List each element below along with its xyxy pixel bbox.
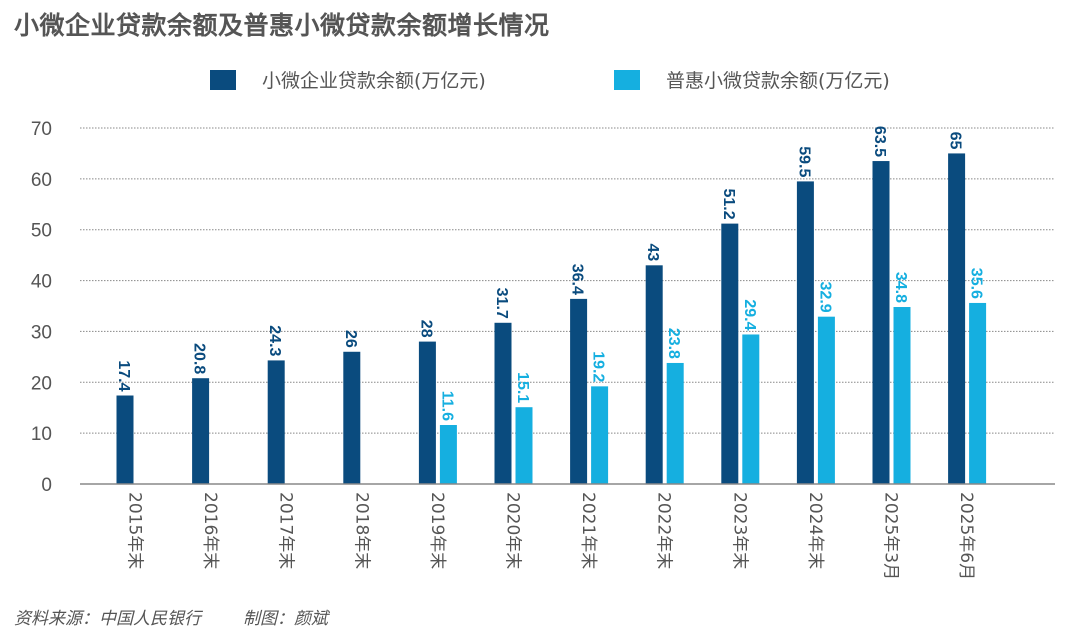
- bar-series1: [192, 378, 210, 484]
- author-note: 制图：颜斌: [243, 609, 328, 629]
- data-label: 34.8: [892, 272, 909, 303]
- y-tick-label: 70: [31, 119, 52, 140]
- legend-item-series2: 普惠小微贷款余额(万亿元): [614, 66, 890, 93]
- y-axis: 0 10 20 30 40 50 60 70: [31, 119, 52, 496]
- x-tick-label: 2015年末: [125, 492, 145, 569]
- data-label: 59.5: [795, 146, 812, 177]
- bar-series1: [343, 351, 361, 484]
- data-label: 51.2: [720, 188, 737, 219]
- data-label: 28: [417, 320, 434, 338]
- chart-title: 小微企业贷款余额及普惠小微贷款余额增长情况: [14, 11, 550, 40]
- data-label: 35.6: [968, 268, 985, 299]
- bar-series2: [742, 334, 760, 484]
- data-label: 11.6: [438, 391, 455, 421]
- bar-series1: [267, 360, 285, 484]
- x-tick-label: 2022年末: [654, 492, 674, 569]
- bar-series2: [666, 362, 684, 484]
- data-label: 17.4: [115, 360, 132, 391]
- bar-series1: [872, 161, 890, 485]
- bar-series2: [515, 407, 533, 484]
- data-label: 65: [947, 132, 964, 150]
- x-tick-label: 2017年末: [276, 492, 296, 569]
- x-axis: 2015年末 2016年末 2017年末 2018年末 2019年末 2020年末 2021…: [80, 483, 1055, 580]
- y-tick-label: 10: [31, 424, 52, 445]
- data-label: 19.2: [590, 351, 607, 382]
- data-label: 32.9: [816, 282, 833, 313]
- x-tick-label: 2025年6月: [956, 492, 976, 580]
- x-tick-label: 2024年末: [805, 492, 825, 569]
- data-label: 15.1: [514, 372, 531, 403]
- x-tick-label: 2020年末: [503, 492, 523, 569]
- bar-series1: [721, 223, 739, 484]
- gridlines: [80, 127, 1055, 434]
- data-label: 36.4: [569, 264, 586, 295]
- legend-swatch-series1: [210, 69, 236, 90]
- data-label: 24.3: [266, 325, 283, 356]
- x-tick-label: 2025年3月: [881, 492, 901, 580]
- y-tick-label: 20: [31, 373, 52, 394]
- bar-series1: [570, 298, 588, 484]
- footer: 资料来源：中国人民银行 制图：颜斌: [14, 604, 370, 629]
- bar-series1: [116, 395, 134, 484]
- legend-item-series1: 小微企业贷款余额(万亿元): [210, 66, 486, 93]
- x-tick-label: 2019年末: [427, 492, 447, 569]
- y-tick-label: 50: [31, 221, 52, 242]
- legend-swatch-series2: [614, 69, 640, 90]
- bar-series2: [969, 302, 987, 484]
- data-label: 43: [644, 244, 661, 262]
- x-tick-label: 2018年末: [351, 492, 371, 569]
- x-tick-label: 2016年末: [200, 492, 220, 569]
- bar-series1: [494, 322, 512, 484]
- bar-series2: [817, 316, 835, 484]
- source-note: 资料来源：中国人民银行: [14, 609, 201, 629]
- x-tick-label: 2021年末: [578, 492, 598, 569]
- data-label: 63.5: [871, 126, 888, 157]
- y-tick-label: 40: [31, 272, 52, 293]
- y-tick-label: 0: [41, 475, 52, 496]
- data-label: 31.7: [493, 288, 510, 319]
- data-labels: 17.4 20.8 24.3 26 28 31.7 36.4 43 51.2 59.5 63.5 65…: [115, 126, 985, 421]
- data-label: 23.8: [665, 328, 682, 359]
- legend-label-series2: 普惠小微贷款余额(万亿元): [666, 70, 890, 92]
- data-label: 26: [342, 330, 359, 348]
- legend: 小微企业贷款余额(万亿元) 普惠小微贷款余额(万亿元): [0, 66, 1080, 94]
- data-label: 20.8: [191, 343, 208, 374]
- data-label: 29.4: [741, 299, 758, 330]
- bar-series1: [796, 181, 814, 484]
- legend-label-series1: 小微企业贷款余额(万亿元): [262, 70, 486, 92]
- bars: [116, 153, 987, 485]
- bar-series2: [893, 307, 911, 484]
- x-tick-label: 2023年末: [729, 492, 749, 569]
- bar-series1: [418, 341, 436, 484]
- bar-series1: [645, 265, 663, 484]
- y-tick-label: 60: [31, 170, 52, 191]
- bar-series2: [439, 425, 457, 484]
- bar-series2: [591, 386, 609, 484]
- bar-series1: [948, 153, 966, 484]
- y-tick-label: 30: [31, 322, 52, 343]
